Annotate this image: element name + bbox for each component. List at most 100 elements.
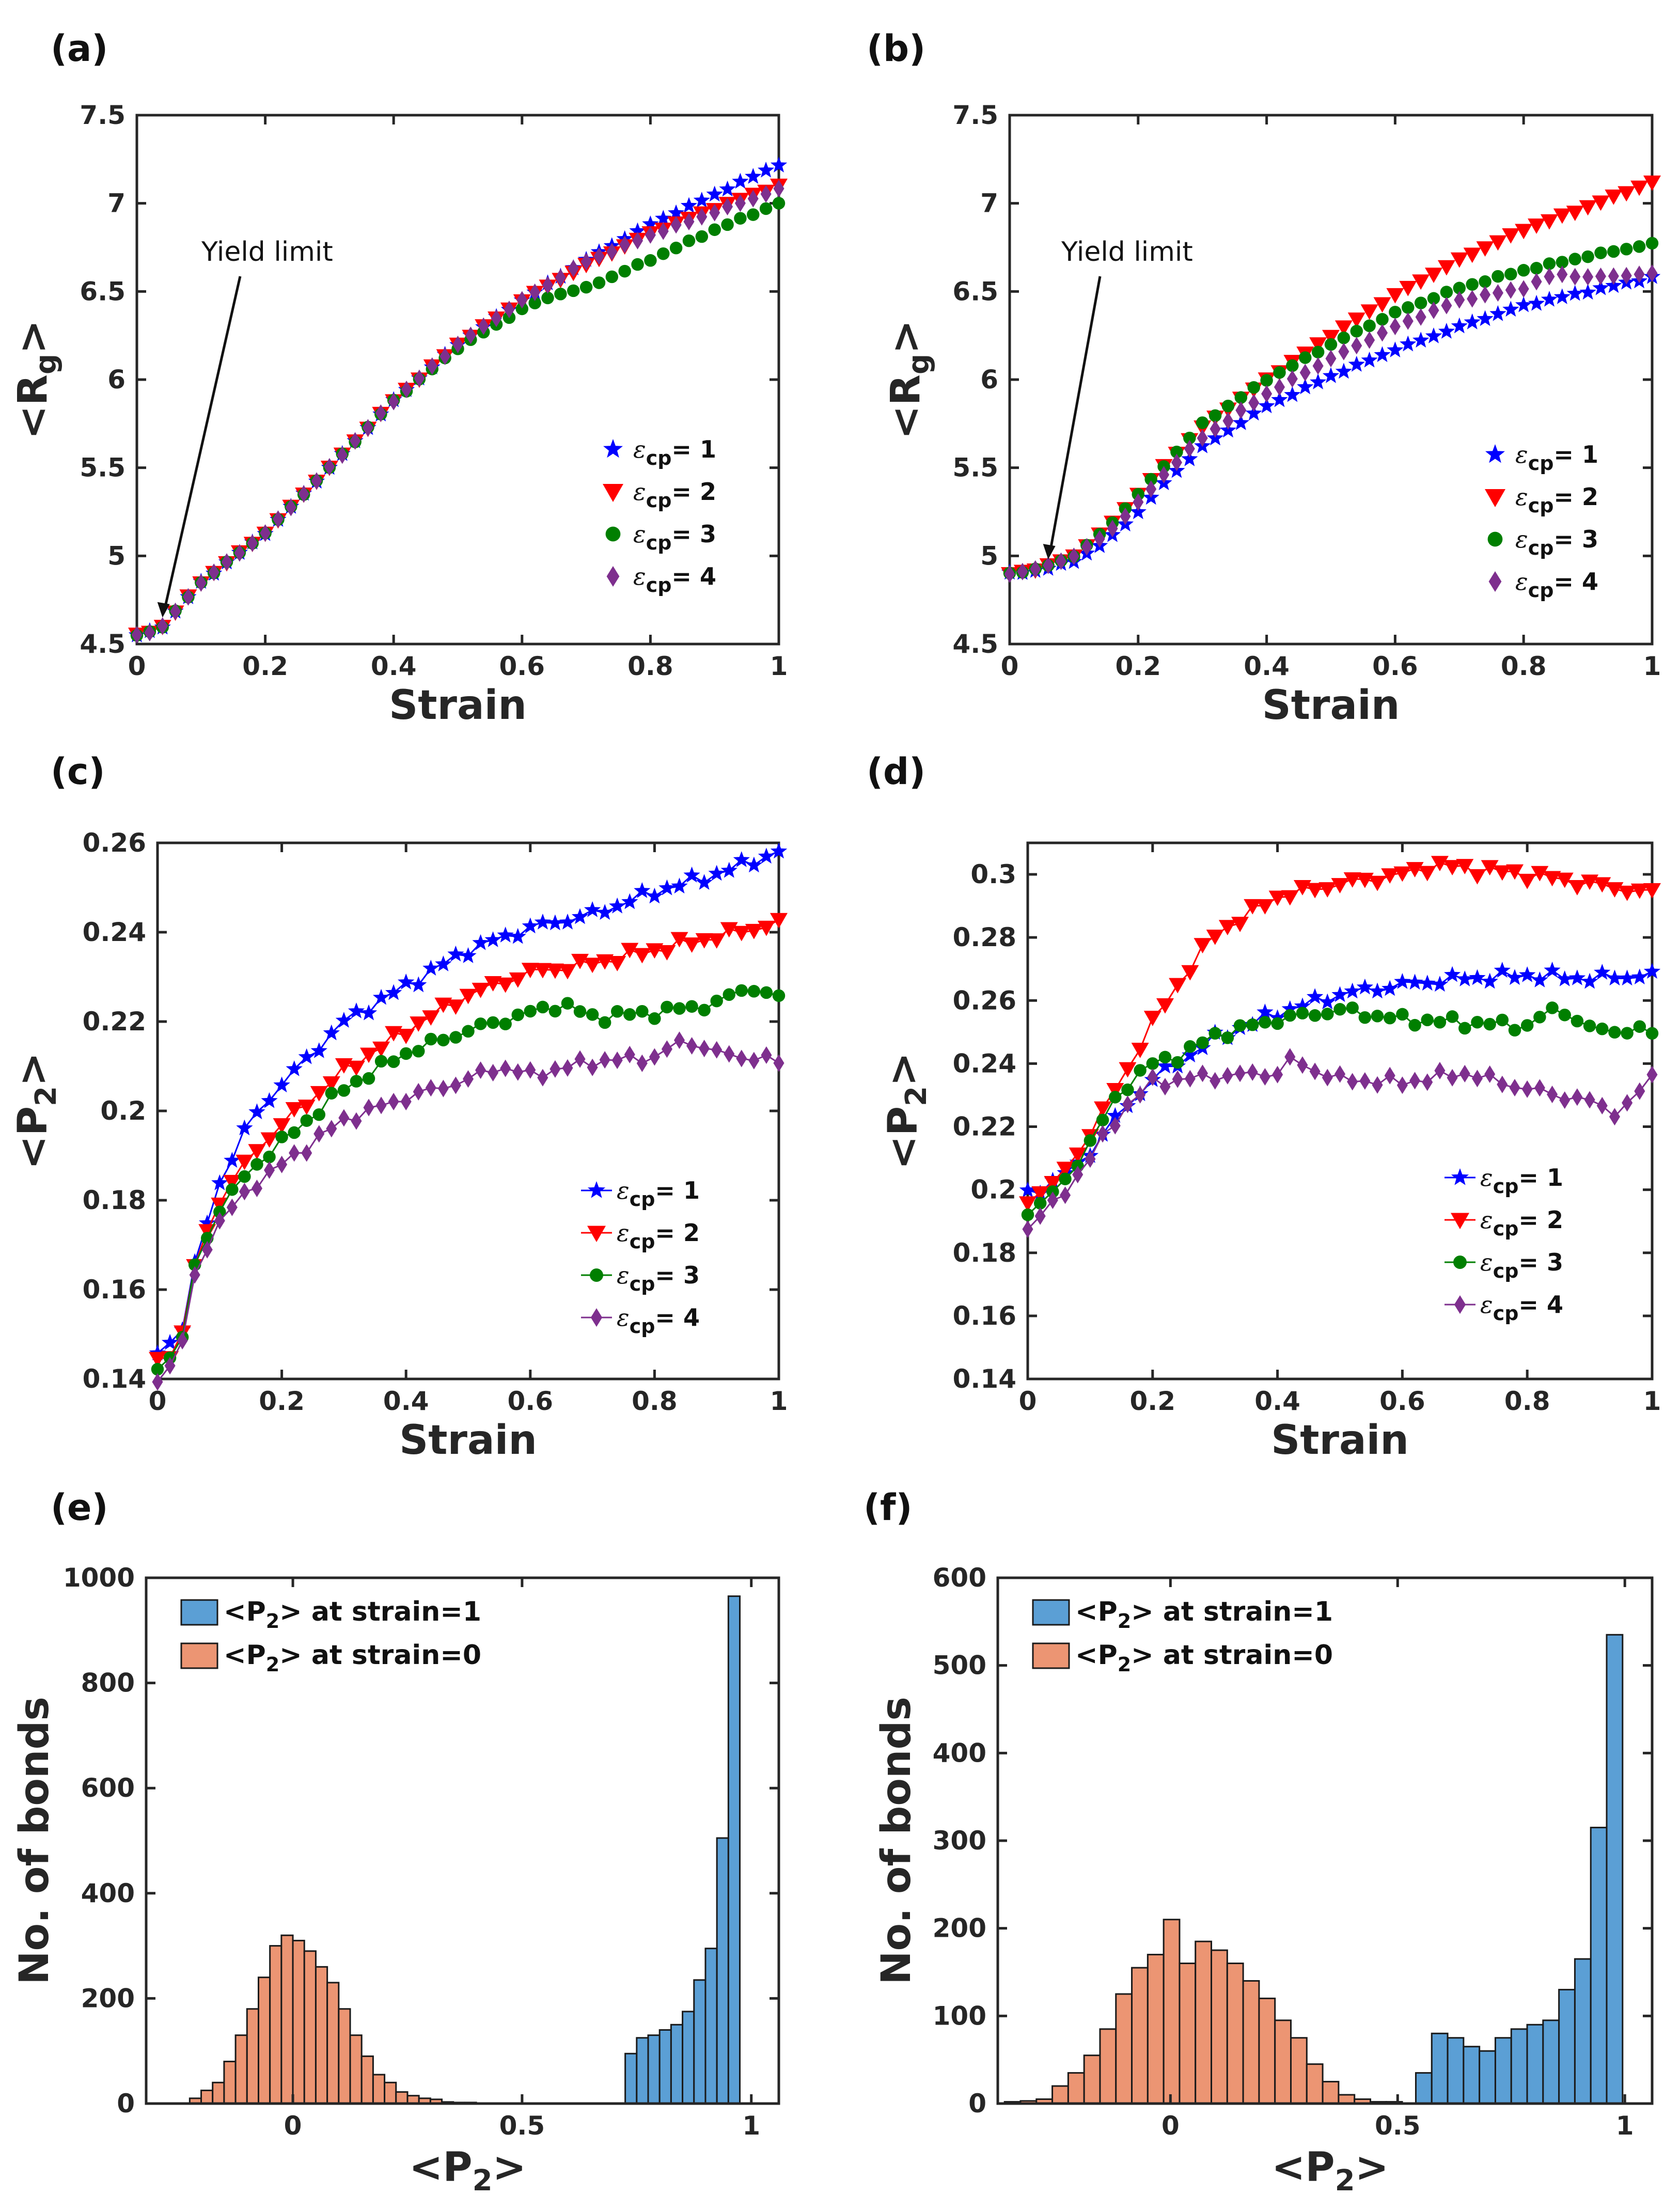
data-point [388, 1093, 399, 1111]
data-point [195, 574, 207, 592]
data-point [425, 1079, 436, 1097]
data-point [235, 1154, 254, 1170]
data-point [387, 1055, 400, 1068]
panel-label-f: (f) [863, 1486, 912, 1529]
data-point [1281, 890, 1299, 906]
data-point [1294, 997, 1311, 1014]
data-point [1297, 1056, 1308, 1074]
data-point [488, 1063, 499, 1081]
data-point [1412, 332, 1430, 348]
data-point [1399, 280, 1417, 296]
legend-subscript: cp [646, 489, 672, 512]
y-axis-label: <P2> [880, 1053, 933, 1170]
annotation-text: Yield limit [1061, 237, 1193, 268]
plot-area [145, 1576, 780, 2105]
y-axis-label-end: > [10, 1053, 56, 1086]
hist-bar [1274, 2019, 1292, 2105]
data-point [1347, 1073, 1358, 1091]
legend-subscript: cp [1528, 579, 1554, 602]
data-point [1547, 1086, 1558, 1104]
hist-bar [693, 1979, 706, 2105]
y-axis-label-main: <P [880, 1106, 927, 1170]
x-tick-label: 0.4 [1244, 651, 1290, 681]
legend-marker [1451, 1168, 1469, 1185]
data-point [1427, 292, 1440, 305]
data-point [288, 1126, 301, 1139]
data-point [1338, 342, 1349, 360]
hist-bar [658, 2029, 672, 2105]
data-point [1156, 998, 1174, 1014]
data-point [621, 893, 638, 909]
y-tick-label: 0.18 [953, 1238, 1016, 1268]
hist-bar [1463, 2046, 1481, 2105]
data-point [486, 1016, 499, 1029]
hist-bar [716, 1837, 729, 2105]
data-point [462, 1025, 475, 1038]
data-point [1544, 962, 1561, 978]
data-point [247, 534, 258, 552]
data-point [1324, 338, 1338, 351]
data-point [1334, 1065, 1346, 1083]
data-point [649, 1048, 660, 1066]
data-point [1376, 313, 1389, 326]
legend-epsilon: ε [1480, 1291, 1493, 1319]
data-point [1630, 180, 1648, 196]
data-point [1593, 877, 1611, 893]
y-tick-label: 0.26 [953, 985, 1016, 1015]
data-point [324, 458, 335, 476]
x-tick-label: 0 [1161, 2111, 1180, 2141]
hist-series-1 [1415, 1634, 1624, 2105]
data-point [1556, 872, 1574, 888]
data-point [1584, 1091, 1595, 1109]
data-point [1183, 431, 1196, 445]
legend-subscript: cp [646, 531, 672, 554]
y-tick-label: 0.26 [83, 828, 146, 858]
data-point [1297, 378, 1314, 395]
data-point [710, 994, 723, 1008]
data-point [1309, 1062, 1321, 1080]
data-point [1350, 324, 1363, 338]
x-axis-label-main: <P [1271, 2144, 1335, 2191]
x-tick-label: 0.5 [1375, 2111, 1421, 2141]
legend-marker [587, 1226, 606, 1242]
data-point [1081, 538, 1092, 556]
data-point [1019, 1181, 1037, 1198]
data-point [1518, 280, 1529, 298]
legend-label: εcp= 3 [1480, 1248, 1563, 1282]
hist-bar [1051, 2085, 1069, 2105]
hist-bar [246, 2008, 259, 2105]
data-point [1458, 1022, 1471, 1035]
y-tick-label: 7.5 [952, 100, 998, 130]
data-point [549, 1060, 561, 1078]
data-point [1321, 1008, 1334, 1021]
data-point [1318, 882, 1337, 898]
legend-value: = 4 [671, 562, 716, 590]
y-tick-label: 0 [968, 2089, 986, 2119]
data-point [1531, 971, 1548, 987]
data-point [1171, 453, 1182, 472]
legend-label: εcp= 3 [617, 1261, 700, 1295]
chart-b: 0 0.2 0.4 0.6 0.8 1 4.5 5 5.5 6 6.5 7 7.5 Strain <Rg> Y… [883, 100, 1661, 729]
legend-subscript: cp [1493, 1175, 1519, 1198]
hist-bar [372, 2074, 386, 2105]
data-point [1271, 391, 1288, 407]
data-point [350, 1075, 363, 1088]
legend-epsilon: ε [617, 1261, 630, 1289]
data-point [721, 218, 734, 231]
legend-marker [590, 1308, 603, 1327]
data-point [1596, 1096, 1608, 1115]
data-point [260, 1132, 278, 1148]
data-point [300, 1114, 313, 1127]
data-point [1269, 1009, 1286, 1025]
annotation-arrow [163, 276, 242, 610]
legend-marker [1453, 1256, 1467, 1269]
x-axis-label: <P2> [409, 2144, 526, 2196]
data-point [1618, 186, 1636, 202]
data-point [410, 1016, 428, 1032]
data-point [1609, 1108, 1620, 1126]
data-point [1307, 988, 1324, 1004]
y-tick-label: 200 [933, 1913, 986, 1943]
data-point [1425, 327, 1442, 343]
legend-item-3: εcp= 3 [581, 1261, 700, 1295]
x-tick-label: 1 [1643, 1386, 1661, 1416]
